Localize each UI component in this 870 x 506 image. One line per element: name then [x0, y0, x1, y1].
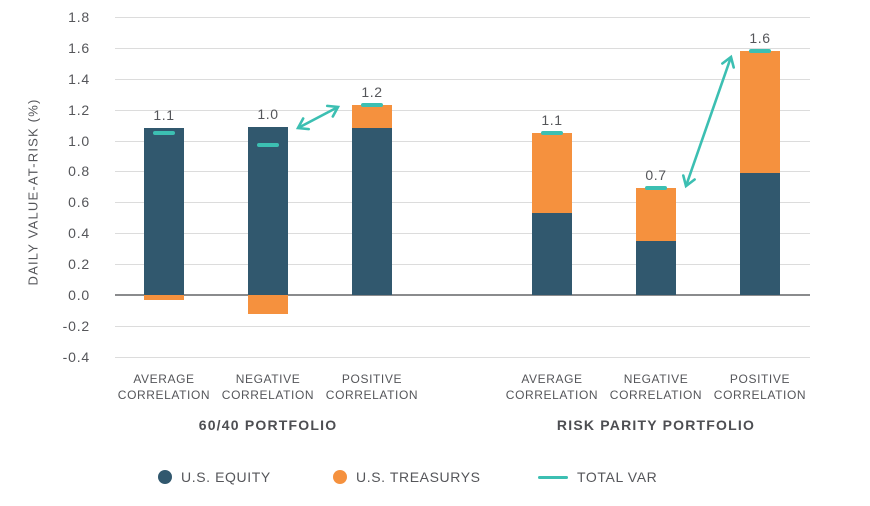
group-label: RISK PARITY PORTFOLIO — [556, 417, 756, 433]
category-label-line: AVERAGE — [521, 372, 583, 386]
y-tick-label: 0.2 — [68, 256, 90, 273]
legend-line-marker — [538, 475, 568, 479]
legend-label: TOTAL VAR — [577, 469, 658, 485]
bar-equity-segment — [248, 126, 288, 295]
bar-value-label: 1.1 — [541, 111, 563, 128]
bar-treasurys-segment — [740, 50, 780, 173]
y-tick-label: -0.2 — [62, 317, 90, 334]
category-label-line: CORRELATION — [609, 388, 703, 402]
gridline — [115, 171, 810, 173]
bar-treasurys-segment — [144, 295, 184, 300]
bar-equity-segment — [352, 128, 392, 295]
total-var-marker — [153, 130, 175, 135]
category-label-line: CORRELATION — [117, 388, 211, 402]
legend-label: U.S. EQUITY — [181, 469, 271, 485]
bar-equity-segment — [636, 240, 676, 295]
y-tick-label: 1.2 — [68, 101, 90, 118]
legend-item: U.S. TREASURYS — [333, 469, 481, 485]
bar-treasurys-segment — [636, 188, 676, 241]
y-tick-label: 0.4 — [68, 225, 90, 242]
category-label-line: CORRELATION — [221, 388, 315, 402]
arrowhead — [721, 54, 736, 69]
total-var-marker — [749, 48, 771, 53]
bar-value-label: 1.1 — [153, 107, 175, 124]
gridline — [115, 78, 810, 80]
legend-circle-marker — [333, 470, 347, 484]
y-tick-label: 0.8 — [68, 163, 90, 180]
y-tick-label: 1.0 — [68, 132, 90, 149]
bar-treasurys-segment — [248, 295, 288, 314]
bar-equity-segment — [144, 128, 184, 295]
category-label: AVERAGE CORRELATION — [109, 371, 219, 403]
category-label-line: AVERAGE — [133, 372, 195, 386]
category-label-line: NEGATIVE — [623, 372, 689, 386]
gridline — [115, 233, 810, 235]
zero-gridline — [115, 294, 810, 296]
gridline — [115, 140, 810, 142]
bar-value-label: 1.6 — [749, 29, 771, 46]
bar-equity-segment — [532, 213, 572, 295]
y-tick-label: 0.0 — [68, 287, 90, 303]
double-arrow-line — [684, 56, 733, 187]
y-tick-label: 1.6 — [68, 39, 90, 56]
gridline — [115, 264, 810, 266]
bar-value-label: 0.7 — [645, 167, 667, 184]
gridline — [115, 47, 810, 49]
legend-circle-marker — [158, 470, 172, 484]
y-tick-label: 1.8 — [68, 8, 90, 25]
total-var-marker — [645, 186, 667, 191]
gridline — [115, 202, 810, 204]
category-label-line: POSITIVE — [341, 372, 403, 386]
y-tick-label: 1.4 — [68, 70, 90, 87]
category-label-line: CORRELATION — [325, 388, 419, 402]
category-label-line: POSITIVE — [729, 372, 791, 386]
bar-value-label: 1.2 — [361, 83, 383, 100]
total-var-marker — [541, 130, 563, 135]
y-tick-label: 0.6 — [68, 194, 90, 211]
category-label: NEGATIVE CORRELATION — [213, 371, 323, 403]
gridline — [115, 109, 810, 111]
category-label: POSITIVE CORRELATION — [317, 371, 427, 403]
legend-item: U.S. EQUITY — [158, 469, 271, 485]
legend-label: U.S. TREASURYS — [356, 469, 481, 485]
legend-item: TOTAL VAR — [538, 469, 657, 485]
gridline — [115, 356, 810, 358]
gridline — [115, 325, 810, 327]
bar-value-label: 1.0 — [257, 105, 279, 122]
category-label-line: CORRELATION — [505, 388, 599, 402]
group-label: 60/40 PORTFOLIO — [198, 417, 338, 433]
category-label-line: NEGATIVE — [235, 372, 301, 386]
total-var-marker — [257, 143, 279, 148]
total-var-marker — [361, 102, 383, 107]
bar-treasurys-segment — [352, 104, 392, 129]
category-label-line: CORRELATION — [713, 388, 807, 402]
bar-treasurys-segment — [532, 132, 572, 214]
bar-equity-segment — [740, 172, 780, 295]
y-tick-label: -0.4 — [62, 348, 90, 365]
category-label: NEGATIVE CORRELATION — [601, 371, 711, 403]
category-label: POSITIVE CORRELATION — [705, 371, 815, 403]
gridline — [115, 16, 810, 18]
category-label: AVERAGE CORRELATION — [497, 371, 607, 403]
